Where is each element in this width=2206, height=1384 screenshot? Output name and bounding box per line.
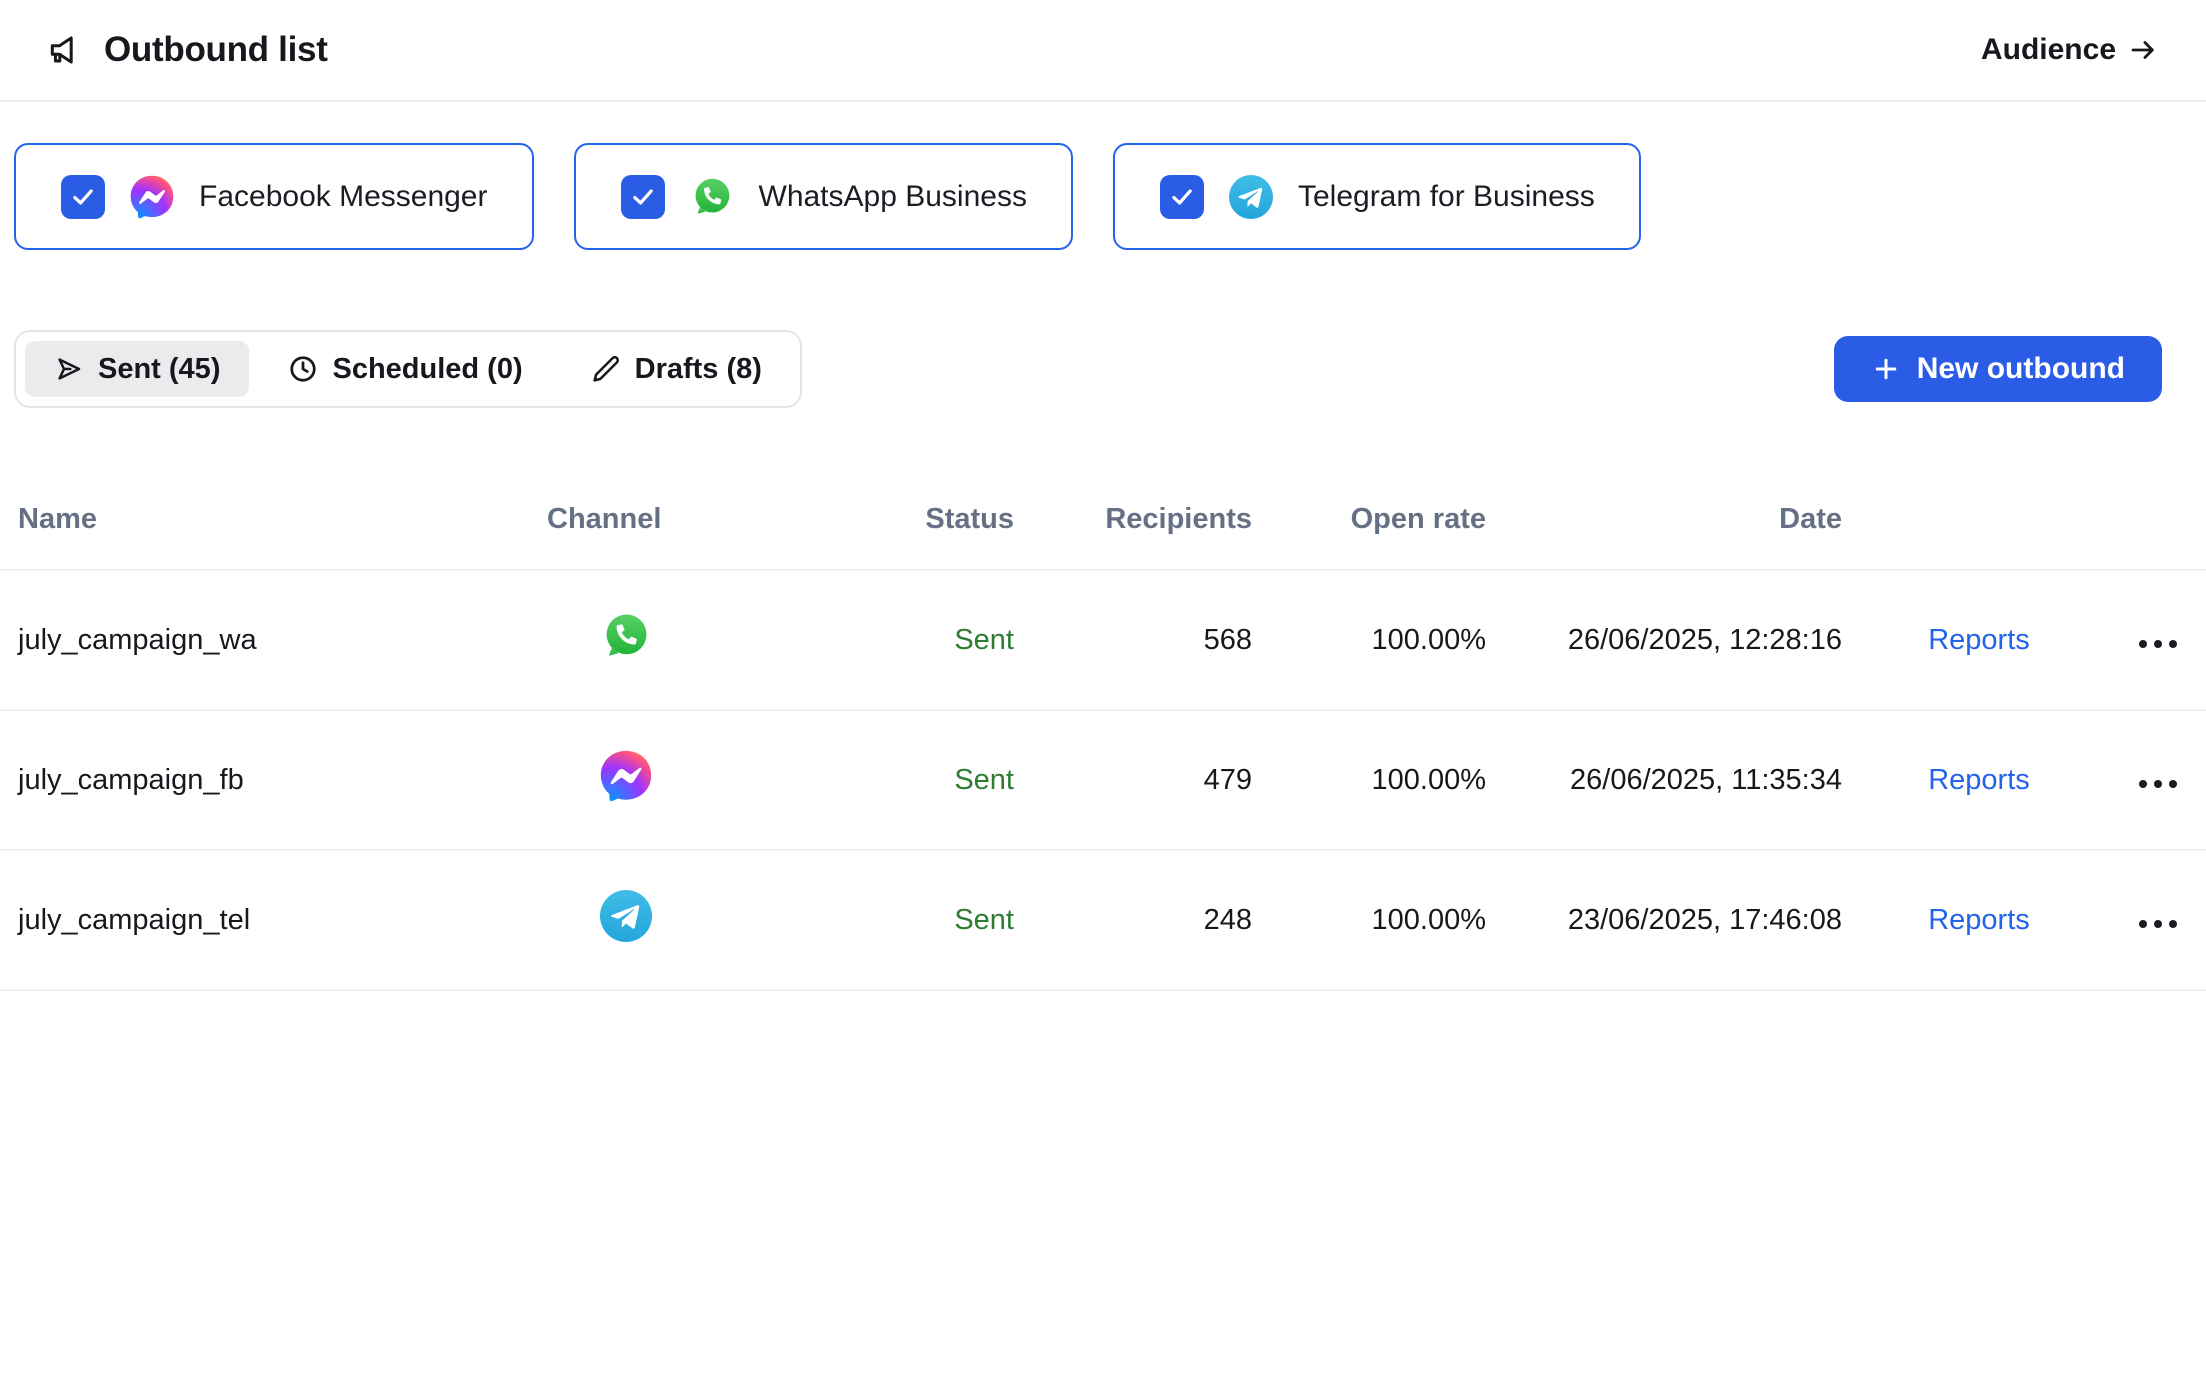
messenger-icon bbox=[130, 175, 174, 219]
channel-card-label: Telegram for Business bbox=[1298, 180, 1595, 214]
more-options-icon[interactable] bbox=[2129, 630, 2187, 658]
channel-card-facebook-messenger[interactable]: Facebook Messenger bbox=[14, 143, 534, 250]
page-title: Outbound list bbox=[104, 30, 328, 70]
sent-date: 26/06/2025, 12:28:16 bbox=[1492, 570, 1848, 710]
recipients-count: 479 bbox=[1020, 710, 1258, 850]
tab-sent[interactable]: Sent (45) bbox=[25, 341, 249, 397]
send-icon bbox=[54, 354, 84, 384]
tab-label: Sent (45) bbox=[98, 353, 220, 386]
column-header-more bbox=[2110, 470, 2206, 570]
telegram-icon bbox=[600, 890, 652, 942]
campaign-name: july_campaign_tel bbox=[0, 850, 547, 990]
open-rate-value: 100.00% bbox=[1258, 710, 1492, 850]
checkbox-checked[interactable] bbox=[1160, 175, 1204, 219]
channel-card-label: Facebook Messenger bbox=[199, 180, 488, 214]
arrow-right-icon bbox=[2128, 35, 2158, 65]
channel-card-label: WhatsApp Business bbox=[759, 180, 1027, 214]
top-bar: Outbound list Audience bbox=[0, 0, 2206, 102]
sent-date: 26/06/2025, 11:35:34 bbox=[1492, 710, 1848, 850]
clock-icon bbox=[288, 354, 318, 384]
status-badge: Sent bbox=[720, 570, 1020, 710]
plus-icon bbox=[1871, 354, 1901, 384]
channel-filters: Facebook Messenger WhatsApp Business bbox=[0, 143, 2206, 250]
column-header-recipients: Recipients bbox=[1020, 470, 1258, 570]
pencil-icon bbox=[591, 354, 621, 384]
new-outbound-button[interactable]: New outbound bbox=[1834, 336, 2162, 402]
status-badge: Sent bbox=[720, 710, 1020, 850]
reports-link[interactable]: Reports bbox=[1928, 624, 2030, 656]
table-header-row: Name Channel Status Recipients Open rate… bbox=[0, 470, 2206, 570]
telegram-icon bbox=[1229, 175, 1273, 219]
outbound-table: Name Channel Status Recipients Open rate… bbox=[0, 470, 2206, 991]
tab-group: Sent (45) Scheduled (0) Drafts (8) bbox=[14, 330, 802, 408]
checkbox-checked[interactable] bbox=[61, 175, 105, 219]
column-header-channel: Channel bbox=[547, 470, 720, 570]
tab-label: Drafts (8) bbox=[635, 353, 762, 386]
column-header-actions bbox=[1848, 470, 2110, 570]
open-rate-value: 100.00% bbox=[1258, 570, 1492, 710]
column-header-date: Date bbox=[1492, 470, 1848, 570]
tab-scheduled[interactable]: Scheduled (0) bbox=[259, 341, 551, 397]
open-rate-value: 100.00% bbox=[1258, 850, 1492, 990]
status-badge: Sent bbox=[720, 850, 1020, 990]
table-row: july_campaign_fb Sent 479 100.00% 26/06/… bbox=[0, 710, 2206, 850]
tab-label: Scheduled (0) bbox=[332, 353, 522, 386]
campaign-name: july_campaign_fb bbox=[0, 710, 547, 850]
reports-link[interactable]: Reports bbox=[1928, 904, 2030, 936]
table-row: july_campaign_wa Sent 568 100.00% 26/06/… bbox=[0, 570, 2206, 710]
sent-date: 23/06/2025, 17:46:08 bbox=[1492, 850, 1848, 990]
megaphone-icon bbox=[46, 32, 82, 68]
channel-card-whatsapp-business[interactable]: WhatsApp Business bbox=[574, 143, 1073, 250]
new-outbound-button-label: New outbound bbox=[1917, 352, 2125, 386]
messenger-icon bbox=[600, 750, 652, 802]
reports-link[interactable]: Reports bbox=[1928, 764, 2030, 796]
tab-drafts[interactable]: Drafts (8) bbox=[562, 341, 791, 397]
whatsapp-icon bbox=[600, 610, 652, 662]
audience-link-label: Audience bbox=[1981, 33, 2116, 67]
campaign-name: july_campaign_wa bbox=[0, 570, 547, 710]
whatsapp-icon bbox=[690, 175, 734, 219]
checkbox-checked[interactable] bbox=[621, 175, 665, 219]
tabs-row: Sent (45) Scheduled (0) Drafts (8) New o… bbox=[0, 330, 2206, 408]
channel-card-telegram-for-business[interactable]: Telegram for Business bbox=[1113, 143, 1641, 250]
more-options-icon[interactable] bbox=[2129, 910, 2187, 938]
column-header-open-rate: Open rate bbox=[1258, 470, 1492, 570]
column-header-status: Status bbox=[720, 470, 1020, 570]
column-header-name: Name bbox=[0, 470, 547, 570]
more-options-icon[interactable] bbox=[2129, 770, 2187, 798]
recipients-count: 248 bbox=[1020, 850, 1258, 990]
recipients-count: 568 bbox=[1020, 570, 1258, 710]
audience-link[interactable]: Audience bbox=[1981, 33, 2158, 67]
table-row: july_campaign_tel Sent 248 100.00% 23/06… bbox=[0, 850, 2206, 990]
